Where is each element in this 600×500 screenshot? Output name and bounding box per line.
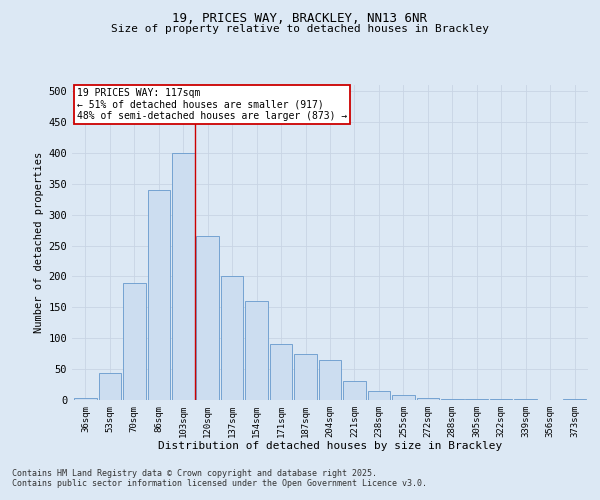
- Y-axis label: Number of detached properties: Number of detached properties: [34, 152, 44, 333]
- Bar: [270, 344, 292, 400]
- Bar: [123, 282, 146, 400]
- Bar: [368, 390, 390, 400]
- Bar: [74, 398, 97, 400]
- Bar: [441, 399, 464, 400]
- Bar: [563, 399, 586, 400]
- Bar: [392, 395, 415, 400]
- Text: Contains HM Land Registry data © Crown copyright and database right 2025.: Contains HM Land Registry data © Crown c…: [12, 468, 377, 477]
- Text: Contains public sector information licensed under the Open Government Licence v3: Contains public sector information licen…: [12, 478, 427, 488]
- Bar: [196, 236, 219, 400]
- Text: 19, PRICES WAY, BRACKLEY, NN13 6NR: 19, PRICES WAY, BRACKLEY, NN13 6NR: [173, 12, 427, 26]
- X-axis label: Distribution of detached houses by size in Brackley: Distribution of detached houses by size …: [158, 442, 502, 452]
- Bar: [221, 276, 244, 400]
- Bar: [416, 398, 439, 400]
- Bar: [343, 382, 366, 400]
- Bar: [319, 360, 341, 400]
- Text: 19 PRICES WAY: 117sqm
← 51% of detached houses are smaller (917)
48% of semi-det: 19 PRICES WAY: 117sqm ← 51% of detached …: [77, 88, 347, 122]
- Bar: [98, 374, 121, 400]
- Text: Size of property relative to detached houses in Brackley: Size of property relative to detached ho…: [111, 24, 489, 34]
- Bar: [172, 153, 194, 400]
- Bar: [294, 354, 317, 400]
- Bar: [245, 301, 268, 400]
- Bar: [466, 399, 488, 400]
- Bar: [148, 190, 170, 400]
